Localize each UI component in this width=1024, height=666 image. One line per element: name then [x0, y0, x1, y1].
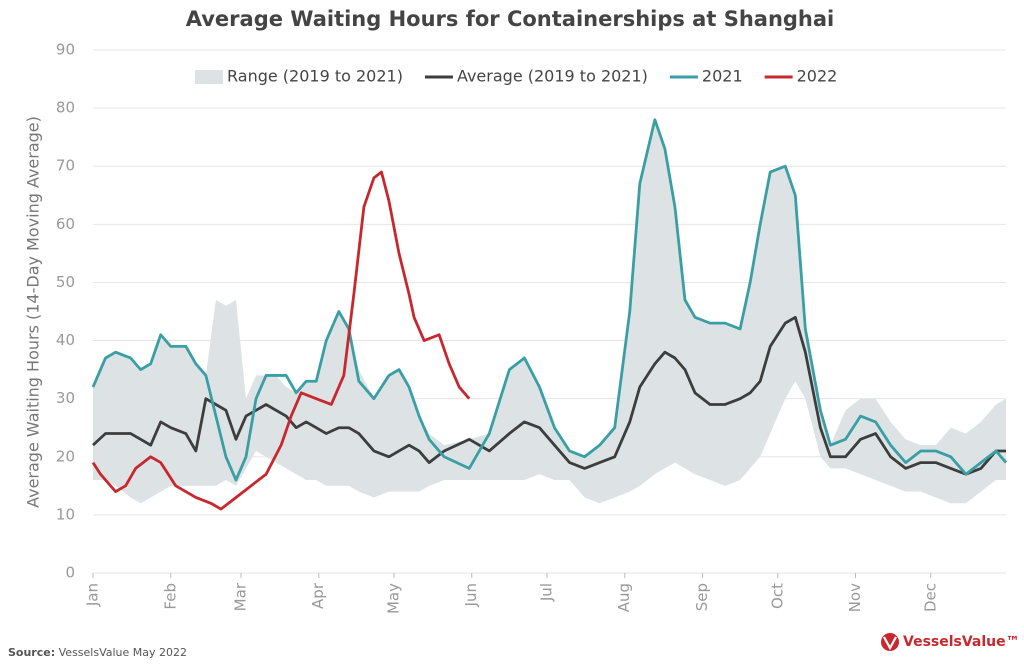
legend-label: Average (2019 to 2021): [457, 67, 648, 86]
y-tick-label: 80: [56, 99, 75, 117]
series-line: [91, 170, 471, 511]
source: Source: VesselsValue May 2022: [8, 646, 187, 659]
legend-label: Range (2019 to 2021): [227, 67, 403, 86]
x-tick-label: Mar: [231, 582, 249, 611]
x-tick-label: Apr: [309, 582, 327, 609]
x-tick-label: Aug: [615, 583, 633, 612]
plot-area: 0 10 20 30 40 50 60 70 80 90 Jan Feb Mar Apr May Jun Jul…: [56, 41, 1008, 614]
legend: Range (2019 to 2021) Average (2019 to 202…: [195, 67, 837, 86]
y-tick-label: 10: [56, 505, 75, 523]
source-text: VesselsValue May 2022: [59, 646, 187, 659]
brand-name: VesselsValue™: [903, 634, 1020, 650]
y-tick-label: 70: [56, 157, 75, 175]
y-tick-label: 40: [56, 331, 75, 349]
y-axis-label: Average Waiting Hours (14-Day Moving Ave…: [24, 116, 43, 508]
x-tick-label: May: [384, 583, 402, 614]
y-tick-label: 30: [56, 389, 75, 407]
y-tick-label: 90: [56, 41, 75, 59]
series-line: [92, 315, 1006, 476]
logo-glyph: [883, 636, 897, 651]
y-tick-label: 60: [56, 215, 75, 233]
x-tick-label: Feb: [161, 583, 179, 610]
chart-title: Average Waiting Hours for Containerships…: [186, 7, 835, 31]
brand-logo: VesselsValue™: [881, 633, 1020, 651]
x-tick-label: Sep: [693, 583, 711, 611]
y-tick-label: 0: [65, 564, 75, 582]
y-tick-label: 20: [56, 447, 75, 465]
legend-swatch: [195, 70, 223, 84]
x-tick-label: Jul: [537, 583, 555, 602]
x-tick-label: Jun: [462, 583, 480, 607]
x-tick-label: Oct: [768, 583, 786, 609]
x-tick-label: Jan: [84, 583, 102, 607]
range-band: [93, 119, 1006, 504]
y-tick-label: 50: [56, 273, 75, 291]
series-line: [91, 118, 1008, 482]
legend-label: 2021: [702, 67, 743, 86]
source-label: Source:: [8, 646, 55, 659]
x-tick-label: Nov: [846, 583, 864, 612]
legend-label: 2022: [797, 67, 838, 86]
x-tick-label: Dec: [921, 583, 939, 612]
